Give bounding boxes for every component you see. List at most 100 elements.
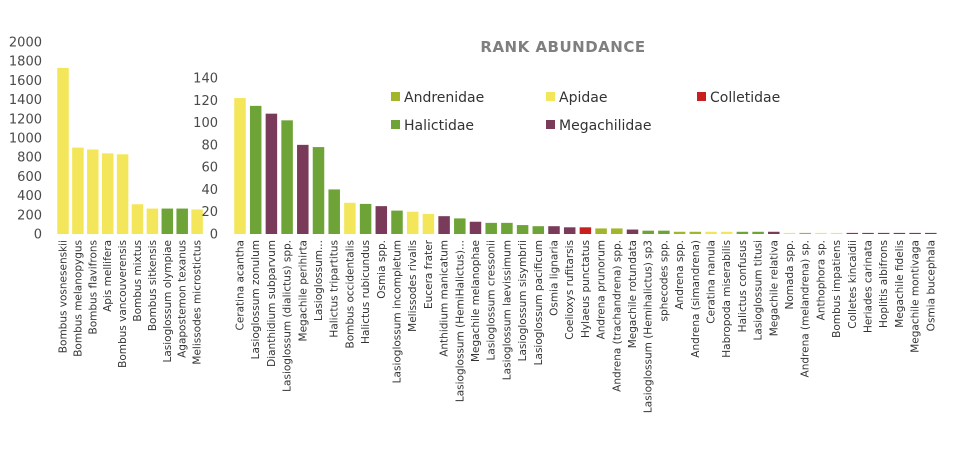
- right-y-tick-label: 120: [193, 94, 218, 109]
- right-bar-28: [673, 231, 686, 234]
- right-category-label: Megachile fidelis: [894, 240, 906, 328]
- right-category-label: Megachile relativa: [768, 240, 780, 336]
- right-bar-14: [454, 218, 466, 234]
- right-bar-33: [752, 231, 764, 234]
- right-bar-39: [846, 232, 859, 234]
- right-category-label: Habropoda miserabilis: [721, 240, 733, 358]
- right-category-label: sphecodes spp.: [658, 240, 670, 322]
- left-y-tick-label: 1800: [9, 55, 42, 70]
- right-category-label: Lasioglossum titusi: [753, 240, 765, 340]
- right-category-label: Bombus impatiens: [831, 240, 843, 338]
- left-category-label: Apis mellifera: [102, 240, 114, 312]
- legend-label-megachilidae: Megachilidae: [559, 118, 651, 134]
- legend-label-andrenidae: Andrenidae: [404, 90, 484, 106]
- right-bar-4: [297, 144, 309, 234]
- right-bar-21: [563, 227, 576, 234]
- right-bar-30: [705, 231, 717, 234]
- right-y-tick-label: 40: [201, 183, 218, 198]
- right-bar-34: [768, 231, 780, 234]
- right-category-label: Lasioglossum sisymbrii: [517, 240, 529, 361]
- right-bar-22: [579, 227, 592, 234]
- left-bar-8: [176, 208, 188, 234]
- right-category-label: Lasioglossum pacificum: [533, 240, 545, 365]
- right-category-label: Anthophora sp.: [815, 240, 827, 320]
- right-bar-6: [328, 189, 340, 234]
- right-category-label: Hoplitis albifrons: [878, 240, 890, 328]
- right-y-tick-label: 80: [201, 138, 218, 153]
- left-bar-2: [87, 149, 99, 234]
- right-category-label: Lasioglossum cressonii: [486, 240, 498, 360]
- right-category-label: Heriades carinata: [863, 240, 875, 333]
- right-bar-25: [626, 229, 639, 234]
- right-bar-11: [406, 211, 419, 234]
- right-category-label: Megachile rotundata: [627, 240, 639, 348]
- chart-left: 0 200 400 600 800 1000 1200 1400 1600 1800 2000 Bom…: [9, 36, 204, 368]
- right-category-label: Ceratina nanula: [706, 240, 718, 324]
- right-bar-20: [548, 226, 560, 234]
- left-y-tick-label: 2000: [9, 36, 42, 51]
- left-y-tick-label: 400: [17, 189, 42, 204]
- right-bar-26: [642, 230, 654, 234]
- right-category-label: Eucera frater: [423, 239, 435, 309]
- left-bar-9: [191, 209, 203, 234]
- right-category-label: Megachile melanophae: [470, 240, 482, 362]
- left-y-tick-label: 1600: [9, 74, 42, 89]
- right-bar-9: [375, 206, 388, 234]
- right-y-tick-label: 100: [193, 116, 218, 131]
- left-bar-3: [101, 153, 114, 234]
- right-category-label: Melissodes rivalis: [407, 240, 419, 332]
- right-category-label: Lasioglossum...: [313, 240, 325, 321]
- right-category-label: Andrena (simandrena): [690, 240, 702, 358]
- right-bar-12: [422, 213, 435, 234]
- right-bar-17: [501, 222, 513, 234]
- right-bar-19: [532, 226, 545, 234]
- legend-swatch-halictidae: [391, 120, 400, 129]
- right-category-label: Lasioglossum (Hemihalictus) sp3: [643, 240, 655, 413]
- left-category-label: Bombus melanopygus: [72, 240, 84, 357]
- right-bar-32: [736, 231, 749, 234]
- legend: Andrenidae Apidae Colletidae Halictidae Mega…: [391, 90, 780, 134]
- right-bar-2: [265, 113, 278, 234]
- right-category-label: Coelioxys rufitarsis: [564, 240, 576, 340]
- right-bar-1: [249, 105, 262, 234]
- right-bar-24: [611, 228, 623, 234]
- right-bar-16: [485, 222, 497, 234]
- right-category-label: Andrena (melandrena) sp.: [800, 240, 812, 377]
- right-category-label: Ceratina acantha: [235, 240, 247, 331]
- left-category-label: Bombus vosnesenskii: [58, 240, 70, 353]
- left-y-tick-label: 0: [34, 228, 42, 243]
- left-category-label: Bombus flavifrons: [87, 240, 99, 335]
- right-category-label: Nomada spp.: [784, 240, 796, 310]
- right-bar-8: [359, 203, 372, 234]
- right-category-label: Andrena (trachandrena) spp.: [611, 240, 623, 392]
- legend-label-colletidae: Colletidae: [710, 90, 780, 106]
- right-bar-35: [783, 232, 796, 234]
- right-bar-13: [438, 216, 450, 234]
- right-category-label: Lasioglossum laevissimum: [501, 240, 513, 380]
- right-bar-31: [720, 231, 733, 234]
- left-category-label: Melissodes microstictus: [192, 240, 204, 365]
- legend-label-apidae: Apidae: [559, 90, 607, 106]
- right-category-label: Halictus confusus: [737, 240, 749, 332]
- right-y-tick-label: 20: [201, 205, 218, 220]
- left-category-label: Bombus vancouverensis: [117, 240, 129, 368]
- right-category-label: Halictus rubicundus: [360, 240, 372, 344]
- left-bar-7: [161, 208, 174, 234]
- right-bar-36: [799, 232, 811, 234]
- right-category-label: Lasioglossum (HemiHalictus)...: [454, 240, 466, 402]
- legend-swatch-andrenidae: [391, 92, 400, 101]
- right-category-label: Hylaeus punctatus: [580, 240, 592, 338]
- right-bar-15: [469, 221, 482, 234]
- right-bar-10: [391, 210, 403, 234]
- left-bar-4: [116, 154, 129, 234]
- right-bar-18: [516, 225, 529, 234]
- right-bar-40: [862, 232, 874, 234]
- left-y-tick-label: 1400: [9, 93, 42, 108]
- right-bar-44: [925, 232, 937, 234]
- right-bar-43: [909, 232, 921, 234]
- right-bar-29: [689, 231, 702, 234]
- right-category-label: Osmia bucephala: [925, 240, 937, 331]
- right-bar-41: [877, 232, 890, 234]
